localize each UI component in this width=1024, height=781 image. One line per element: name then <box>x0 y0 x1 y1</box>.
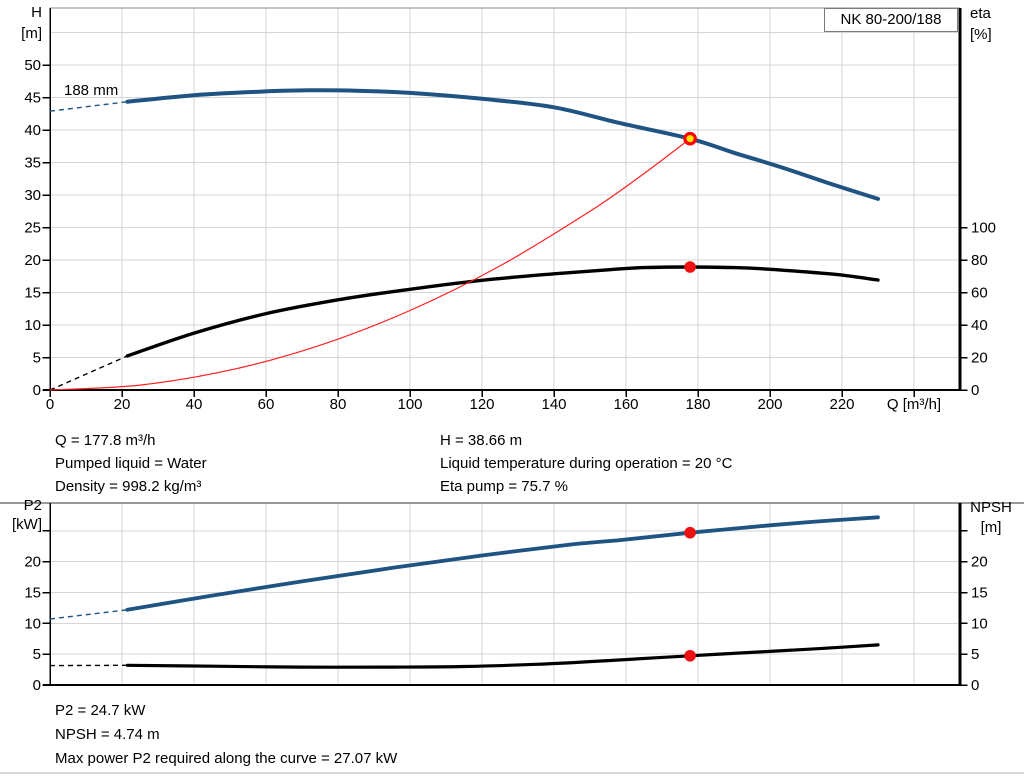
npsh-axis-title: NPSH [m] <box>964 498 1018 538</box>
left-axis-tick-label: 0 <box>33 382 41 399</box>
left-axis-tick-label: 30 <box>24 187 41 204</box>
x-axis-tick-label: 120 <box>469 396 494 413</box>
npsh-axis-unit: [m] <box>980 519 1002 536</box>
pump-model-label: NK 80-200/188 <box>840 11 942 28</box>
p2-axis-unit: [kW] <box>12 516 42 533</box>
duty-flow-text: Q = 177.8 m³/h <box>55 432 156 449</box>
left-axis-tick-label: 35 <box>24 155 41 172</box>
h-axis-symbol: H <box>31 4 42 21</box>
npsh-curve <box>125 643 880 669</box>
x-axis-tick-label: 220 <box>829 396 854 413</box>
right-axis-tick-label: 40 <box>971 317 988 334</box>
h-axis-unit: [m] <box>21 25 42 42</box>
left-axis-tick-label: 40 <box>24 122 41 139</box>
left-axis-tick-label: 5 <box>33 350 41 367</box>
liquid-temperature-text: Liquid temperature during operation = 20… <box>440 455 733 472</box>
density-text: Density = 998.2 kg/m³ <box>55 478 202 495</box>
duty-info-column-1: Q = 177.8 m³/h Pumped liquid = Water Den… <box>55 429 207 498</box>
npsh-axis-symbol: NPSH <box>970 499 1012 516</box>
duty-info-column-2: H = 38.66 m Liquid temperature during op… <box>440 429 732 498</box>
right-axis-tick-label: 20 <box>971 350 988 367</box>
left-axis-tick-label: 0 <box>33 677 41 694</box>
duty-head-text: H = 38.66 m <box>440 432 523 449</box>
pumped-liquid-text: Pumped liquid = Water <box>55 455 207 472</box>
x-axis-tick-label: 180 <box>685 396 710 413</box>
right-axis-tick-label: 5 <box>971 646 979 663</box>
p2-axis-symbol: P2 <box>23 497 42 514</box>
right-axis-tick-label: 20 <box>971 554 988 571</box>
eta-axis-unit: [%] <box>970 26 992 43</box>
x-axis-tick-label: 80 <box>330 396 347 413</box>
pump-model-box: NK 80-200/188 <box>824 8 958 32</box>
p2-curve <box>125 515 880 612</box>
right-axis-tick-label: 0 <box>971 382 979 399</box>
head-curve-dashed <box>49 101 128 112</box>
left-axis-tick-label: 15 <box>24 585 41 602</box>
left-axis-tick-label: 15 <box>24 285 41 302</box>
x-axis-tick-label: 100 <box>397 396 422 413</box>
right-axis-tick-label: 0 <box>971 677 979 694</box>
x-axis-tick-label: 20 <box>114 396 131 413</box>
x-axis-tick-label: 160 <box>613 396 638 413</box>
head-curve <box>125 88 880 201</box>
eta-axis-symbol: eta <box>970 5 991 22</box>
left-axis-tick-label: 10 <box>24 317 41 334</box>
top-chart: 0 5 10 15 20 25 30 35 40 45 50 0 20 40 60 80 100 0 20 40 60 8… <box>24 7 996 413</box>
p2-curve-dashed <box>49 609 128 620</box>
eta-axis-title: eta [%] <box>970 3 992 45</box>
right-axis-tick-label: 10 <box>971 615 988 632</box>
eta-pump-text: Eta pump = 75.7 % <box>440 478 568 495</box>
x-axis-tick-label: 140 <box>541 396 566 413</box>
p2-value-text: P2 = 24.7 kW <box>55 702 146 719</box>
right-axis-tick-label: 60 <box>971 285 988 302</box>
duty-point-marker <box>683 131 697 146</box>
system-curve <box>49 138 691 391</box>
npsh-value-text: NPSH = 4.74 m <box>55 726 160 743</box>
left-axis-tick-label: 20 <box>24 554 41 571</box>
max-power-text: Max power P2 required along the curve = … <box>55 750 398 767</box>
left-axis-tick-label: 20 <box>24 252 41 269</box>
right-axis-tick-label: 80 <box>971 252 988 269</box>
efficiency-curve-dashed <box>49 355 128 391</box>
right-axis-tick-label: 15 <box>971 585 988 602</box>
left-axis-tick-label: 5 <box>33 646 41 663</box>
p2-axis-title: P2 [kW] <box>0 496 42 534</box>
efficiency-curve <box>125 265 880 358</box>
p2-point-marker <box>684 526 696 539</box>
bottom-chart: 0 5 10 15 20 0 5 10 15 20 <box>0 502 1024 694</box>
x-axis-tick-label: 40 <box>186 396 203 413</box>
impeller-diameter-label: 188 mm <box>64 82 118 99</box>
right-axis-tick-label: 100 <box>971 220 996 237</box>
power-npsh-info: P2 = 24.7 kW NPSH = 4.74 m Max power P2 … <box>55 699 397 771</box>
left-axis-tick-label: 10 <box>24 615 41 632</box>
left-axis-tick-label: 25 <box>24 220 41 237</box>
x-axis-title: Q [m³/h] <box>887 396 941 413</box>
x-axis-tick-label: 0 <box>46 396 54 413</box>
left-axis-tick-label: 50 <box>24 57 41 74</box>
h-axis-title: H [m] <box>0 2 42 44</box>
x-axis-tick-label: 200 <box>757 396 782 413</box>
efficiency-point-marker <box>684 261 696 273</box>
npsh-point-marker <box>684 649 696 662</box>
left-axis-tick-label: 45 <box>24 90 41 107</box>
x-axis-tick-label: 60 <box>258 396 275 413</box>
